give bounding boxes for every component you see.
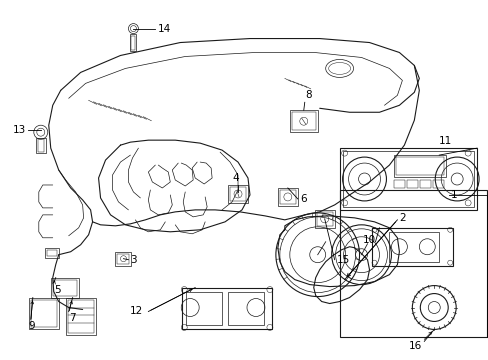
Bar [227, 292, 264, 325]
Bar [117, 254, 129, 264]
Bar [29, 298, 59, 329]
Bar [432, 180, 443, 188]
Bar [65, 298, 95, 336]
Bar [67, 300, 93, 333]
Text: 5: 5 [54, 285, 60, 294]
Text: 6: 6 [299, 194, 306, 204]
Bar [316, 212, 332, 226]
Bar [342, 151, 473, 207]
Text: 7: 7 [68, 314, 75, 324]
Bar [229, 187, 245, 201]
Text: 2: 2 [399, 213, 405, 223]
Bar [36, 138, 46, 153]
Text: 15: 15 [336, 255, 349, 265]
Bar [291, 112, 315, 130]
Text: 16: 16 [408, 341, 422, 351]
Text: 14: 14 [157, 24, 170, 33]
Bar [45, 248, 59, 258]
Bar [394, 180, 405, 188]
Bar [279, 190, 295, 204]
Text: 12: 12 [130, 306, 143, 316]
Text: 9: 9 [29, 321, 36, 332]
Bar [131, 36, 135, 50]
Bar [339, 148, 476, 210]
Text: 3: 3 [130, 255, 137, 265]
Text: 8: 8 [304, 90, 311, 100]
Bar [182, 288, 271, 329]
Bar [130, 33, 136, 51]
Bar [371, 228, 452, 266]
Bar [277, 188, 297, 206]
Text: 13: 13 [13, 125, 26, 135]
Bar [339, 190, 486, 337]
Bar [51, 278, 79, 298]
Bar [53, 280, 77, 296]
Bar [420, 180, 430, 188]
Bar [186, 292, 222, 325]
Text: 1: 1 [450, 190, 457, 200]
Bar [115, 252, 131, 266]
Text: 11: 11 [438, 136, 451, 146]
Bar [407, 180, 417, 188]
Text: 10: 10 [362, 235, 375, 245]
Bar [47, 250, 57, 256]
Bar [396, 157, 443, 175]
Text: 4: 4 [232, 173, 239, 183]
Bar [388, 232, 438, 262]
Bar [38, 139, 44, 152]
Bar [289, 110, 317, 132]
Bar [31, 300, 57, 328]
Bar [314, 210, 334, 228]
Bar [394, 155, 446, 177]
Bar [227, 185, 247, 203]
